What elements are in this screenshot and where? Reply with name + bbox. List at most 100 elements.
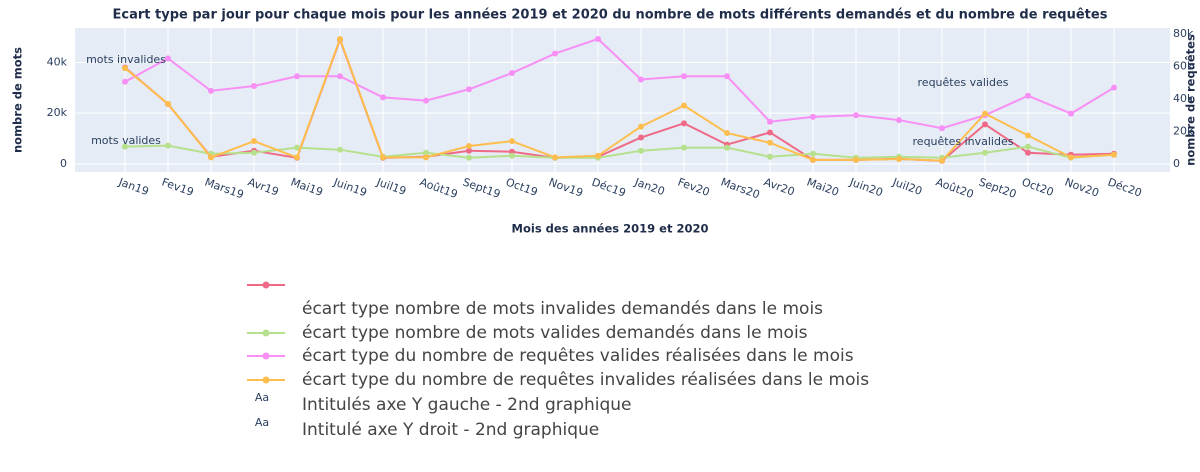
x-tick-label: Mai19 [289, 175, 325, 199]
y2-tick-label: 60k [1173, 60, 1194, 73]
point [1111, 84, 1117, 91]
point [1068, 110, 1074, 117]
legend-symbol: Aa [255, 391, 269, 404]
point [595, 35, 601, 42]
x-tick-label: Avr19 [246, 175, 280, 198]
point [165, 55, 171, 62]
point [466, 154, 472, 161]
legend-label: Intitulés axe Y gauche - 2nd graphique [302, 395, 631, 415]
x-tick-label: Juin19 [331, 175, 369, 199]
point [122, 143, 128, 150]
point [638, 147, 644, 154]
y2-tick-label: 0 [1173, 157, 1180, 170]
y2-tick-label: 40k [1173, 92, 1194, 105]
x-tick-label: Mars20 [719, 175, 761, 201]
point [681, 120, 687, 127]
x-tick-label: Oct19 [504, 175, 539, 199]
point [1111, 151, 1117, 158]
series-line [124, 144, 1115, 159]
point [466, 147, 472, 154]
point [552, 50, 558, 57]
point [552, 154, 558, 161]
point [466, 143, 472, 150]
series-line [124, 36, 1115, 162]
legend-marker [262, 352, 270, 360]
point [638, 123, 644, 130]
point [251, 149, 257, 156]
y2-tick-label: 80k [1173, 27, 1194, 40]
point [896, 156, 902, 163]
point [1025, 143, 1031, 150]
legend-label: écart type du nombre de requêtes valides… [302, 346, 854, 366]
point [810, 156, 816, 163]
x-tick-label: Juil20 [890, 175, 924, 198]
x-tick-label: Fev20 [676, 175, 711, 199]
legend-symbol: Aa [255, 416, 269, 429]
legend-marker [262, 329, 270, 337]
annotation: mots valides [91, 134, 161, 147]
point [337, 73, 343, 80]
point [681, 73, 687, 80]
point [982, 110, 988, 117]
annotation: requêtes invalides [913, 135, 1014, 148]
x-tick-label: Nov19 [547, 175, 585, 199]
point [423, 154, 429, 161]
series-line [124, 36, 1115, 162]
point [767, 139, 773, 146]
point [681, 102, 687, 109]
point [122, 78, 128, 85]
point [208, 154, 214, 161]
point [595, 152, 601, 159]
point [251, 83, 257, 90]
x-tick-label: Mai20 [805, 175, 841, 199]
x-tick-label: Jan20 [632, 175, 666, 198]
point [853, 156, 859, 163]
annotation: requêtes valides [918, 76, 1009, 89]
point [165, 142, 171, 149]
point [724, 130, 730, 137]
legend-label: Intitulé axe Y droit - 2nd graphique [302, 420, 599, 440]
point [294, 73, 300, 80]
legend-label: écart type nombre de mots invalides dema… [302, 299, 823, 319]
point [810, 113, 816, 120]
point [337, 35, 343, 42]
point [982, 121, 988, 128]
point [294, 154, 300, 161]
y-axis-title: nombre de mots [11, 47, 25, 153]
legend-marker [262, 281, 270, 289]
point [423, 149, 429, 156]
point [251, 138, 257, 145]
point [165, 100, 171, 107]
x-tick-label: Mars19 [203, 175, 245, 201]
point [724, 144, 730, 151]
legend-label: écart type nombre de mots valides demand… [302, 323, 808, 343]
point [380, 94, 386, 101]
x-tick-label: Avr20 [762, 175, 796, 198]
point [853, 112, 859, 119]
x-tick-label: Jan19 [116, 175, 150, 198]
x-tick-label: Juin20 [847, 175, 885, 199]
y-tick-label: 20k [47, 106, 68, 119]
point [1025, 132, 1031, 139]
point [638, 134, 644, 141]
x-tick-label: Nov20 [1063, 175, 1101, 199]
point [681, 144, 687, 151]
x-tick-label: Oct20 [1020, 175, 1055, 199]
y2-tick-label: 20k [1173, 124, 1194, 137]
point [767, 153, 773, 160]
point [1025, 149, 1031, 156]
point [509, 152, 515, 159]
point [724, 73, 730, 80]
point [767, 118, 773, 125]
x-tick-label: Août20 [934, 175, 975, 201]
point [208, 87, 214, 94]
point [423, 97, 429, 104]
point [380, 154, 386, 161]
point [939, 125, 945, 132]
point [466, 86, 472, 93]
point [638, 76, 644, 83]
y-tick-label: 40k [47, 55, 68, 68]
x-tick-label: Fev19 [160, 175, 195, 199]
y2-axis-title: nombre de requêtes [1184, 34, 1198, 166]
legend-label: écart type du nombre de requêtes invalid… [302, 370, 869, 390]
